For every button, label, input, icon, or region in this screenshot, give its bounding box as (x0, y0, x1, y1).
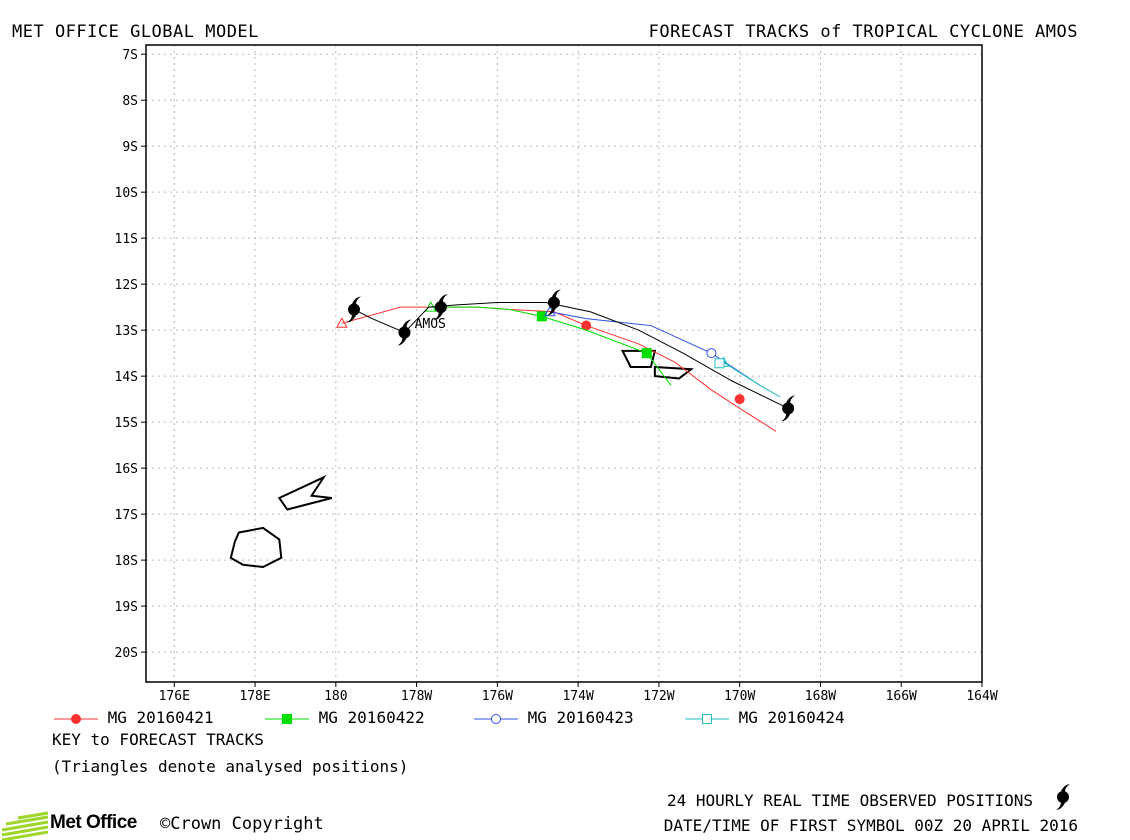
cyclone-arm (433, 312, 443, 321)
cyclone-arm (546, 307, 556, 316)
brand-name: Met Office (50, 812, 137, 833)
y-tick-label: 9S (122, 140, 138, 155)
cyclone-symbol-icon (1056, 784, 1070, 810)
x-tick-label: 176E (159, 689, 190, 700)
key-title: KEY to FORECAST TRACKS (52, 730, 264, 749)
legend-label: MG 20160424 (738, 708, 845, 727)
vanua-levu-outline (277, 474, 333, 511)
x-tick-label: 172W (643, 689, 674, 700)
cyclone-arm (402, 319, 412, 328)
analysed-triangle (336, 317, 348, 328)
cyclone-core (547, 296, 560, 309)
cyclone-symbol-icon (397, 319, 412, 346)
y-tick-label: 8S (122, 94, 138, 109)
cyclone-symbol-icon (546, 289, 561, 316)
x-tick-label: 174W (562, 689, 593, 700)
cyclone-symbol-icon (346, 296, 361, 323)
track-map: AMOS 176E 178E 180 178W 176W 174W 172W 170W 168W… (115, 44, 998, 700)
met-office-logo-icon (1, 811, 49, 840)
y-tick-label: 10S (115, 186, 138, 201)
track-line-3 (723, 361, 781, 398)
track-point (734, 394, 745, 405)
track-point (706, 348, 717, 359)
legend-label: MG 20160423 (527, 708, 634, 727)
y-tick-label: 19S (115, 600, 138, 615)
track-point (714, 358, 725, 369)
track-point (641, 348, 652, 359)
cyclone-arm (351, 296, 361, 305)
observed-note: 24 HOURLY REAL TIME OBSERVED POSITIONS (666, 791, 1033, 810)
key-note: (Triangles denote analysed positions) (52, 757, 409, 776)
gridlines (146, 45, 983, 682)
x-axis-ticks: 176E 178E 180 178W 176W 174W 172W 170W 168W 166W 1… (159, 682, 998, 700)
y-tick-label: 12S (115, 278, 138, 293)
cyclone-arm (786, 395, 796, 404)
forecast-tracks (336, 301, 781, 432)
legend-label: MG 20160422 (318, 708, 425, 727)
track-point (536, 311, 547, 322)
storm-name-label: AMOS (415, 317, 446, 332)
upolu-outline (653, 365, 694, 380)
observed-track: AMOS (346, 289, 796, 422)
x-tick-label: 168W (805, 689, 836, 700)
y-tick-label: 18S (115, 554, 138, 569)
plot-frame (145, 44, 983, 683)
x-tick-label: 178E (239, 689, 270, 700)
track-point (581, 320, 592, 331)
legend-item-20160424: MG 20160424 (685, 708, 845, 727)
cyclone-arm (397, 337, 407, 346)
legend-item-20160423: MG 20160423 (474, 708, 634, 727)
cyclone-core (398, 326, 411, 339)
x-tick-label: 170W (724, 689, 755, 700)
track-line-1 (430, 306, 672, 386)
legend-swatch-cyan (685, 713, 729, 724)
x-tick-label: 178W (401, 689, 432, 700)
cyclone-core (347, 303, 360, 316)
y-tick-label: 11S (115, 232, 138, 247)
legend-swatch-green (265, 713, 309, 724)
legend-swatch-blue (474, 713, 518, 724)
cyclone-symbol-icon (433, 294, 448, 321)
legend-label: MG 20160421 (107, 708, 214, 727)
y-tick-label: 15S (115, 416, 138, 431)
x-tick-label: 180 (324, 689, 347, 700)
cyclone-arm (346, 314, 356, 323)
x-tick-label: 166W (886, 689, 917, 700)
cyclone-core (782, 402, 795, 415)
x-tick-label: 164W (966, 689, 997, 700)
landmasses (229, 349, 694, 569)
cyclone-arm (438, 294, 448, 303)
legend-swatch-red (54, 713, 98, 724)
legend-item-20160422: MG 20160422 (265, 708, 425, 727)
y-tick-label: 17S (115, 508, 138, 523)
y-tick-label: 14S (115, 370, 138, 385)
viti-levu-outline (229, 526, 283, 569)
cyclone-symbol-icon (781, 395, 796, 422)
model-title: MET OFFICE GLOBAL MODEL (12, 22, 259, 42)
y-tick-label: 16S (115, 462, 138, 477)
chart-title: FORECAST TRACKS of TROPICAL CYCLONE AMOS (648, 22, 1078, 42)
x-tick-label: 176W (482, 689, 513, 700)
legend-item-20160421: MG 20160421 (54, 708, 214, 727)
copyright: ©Crown Copyright (160, 814, 324, 834)
cyclone-core (434, 301, 447, 314)
y-axis-ticks: 7S 8S 9S 10S 11S 12S 13S 14S 15S 16S 17S 18S 19S 20S (115, 48, 146, 661)
first-symbol-date: DATE/TIME OF FIRST SYMBOL 00Z 20 APRIL 2… (663, 816, 1078, 835)
cyclone-arm (551, 289, 561, 298)
y-tick-label: 7S (122, 48, 138, 63)
cyclone-arm (781, 413, 791, 422)
y-tick-label: 13S (115, 324, 138, 339)
y-tick-label: 20S (115, 646, 138, 661)
